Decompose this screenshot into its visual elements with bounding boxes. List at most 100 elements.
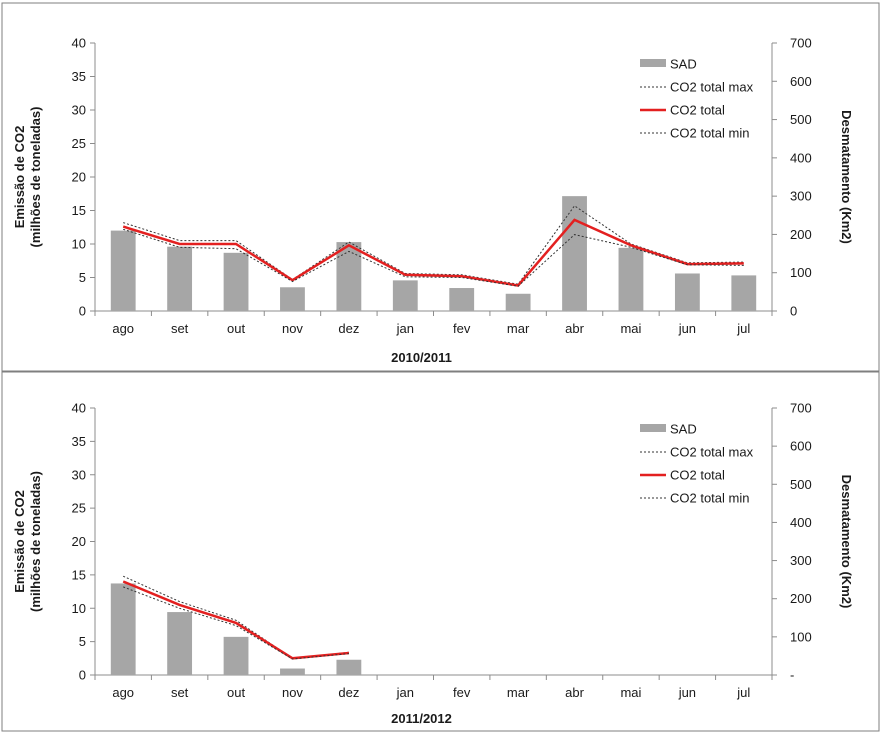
x-tick-label-jun: jun: [678, 321, 696, 336]
left-tick-label: 35: [72, 434, 86, 449]
chart-panel-1: 05101520253035400100200300400500600700ag…: [1, 2, 880, 372]
x-tick-label-set: set: [171, 685, 189, 700]
x-tick-label-jul: jul: [736, 685, 750, 700]
left-tick-label: 25: [72, 501, 86, 516]
legend-label-co2-total: CO2 total: [670, 103, 725, 118]
right-tick-label: 700: [790, 401, 812, 416]
x-tick-label-mai: mai: [620, 321, 641, 336]
legend-label-co2-total-max: CO2 total max: [670, 445, 754, 460]
right-tick-label: 100: [790, 265, 812, 280]
left-tick-label: 15: [72, 567, 86, 582]
x-tick-label-fev: fev: [453, 685, 471, 700]
right-tick-label: 500: [790, 112, 812, 127]
right-tick-label: -: [790, 668, 794, 683]
right-tick-label: 200: [790, 591, 812, 606]
left-tick-label: 40: [72, 36, 86, 51]
x-tick-label-out: out: [227, 321, 245, 336]
x-tick-label-mar: mar: [507, 685, 530, 700]
bar-sad-out: [223, 636, 249, 675]
line-co2-total-min: [123, 228, 744, 287]
right-axis-title: Desmatamento (Km2): [839, 110, 854, 244]
line-co2-total-min: [123, 586, 349, 660]
bar-sad-ago: [110, 583, 136, 675]
left-tick-label: 20: [72, 534, 86, 549]
left-tick-label: 5: [79, 634, 86, 649]
bar-sad-jun: [674, 273, 700, 311]
right-tick-label: 300: [790, 189, 812, 204]
x-tick-label-mai: mai: [620, 685, 641, 700]
legend-label-co2-total: CO2 total: [670, 468, 725, 483]
right-tick-label: 600: [790, 74, 812, 89]
bar-sad-set: [167, 246, 193, 311]
x-tick-label-jan: jan: [396, 685, 414, 700]
left-tick-label: 10: [72, 601, 86, 616]
bar-sad-abr: [562, 196, 587, 311]
line-co2-total: [122, 580, 350, 660]
x-tick-label-abr: abr: [565, 685, 584, 700]
line-co2-total: [122, 218, 744, 287]
right-tick-label: 700: [790, 36, 812, 51]
left-tick-label: 20: [72, 170, 86, 185]
left-tick-label: 40: [72, 401, 86, 416]
left-tick-label: 35: [72, 69, 86, 84]
panel-frame: [1, 2, 880, 372]
panel-frame: [1, 371, 880, 732]
right-tick-label: 600: [790, 439, 812, 454]
x-tick-label-mar: mar: [507, 321, 530, 336]
left-tick-label: 25: [72, 136, 86, 151]
x-tick-label-ago: ago: [112, 321, 134, 336]
left-tick-label: 30: [72, 467, 86, 482]
x-tick-label-dez: dez: [338, 321, 359, 336]
legend-label-sad: SAD: [670, 422, 697, 437]
right-axis-title: Desmatamento (Km2): [839, 475, 854, 609]
bar-sad-set: [167, 612, 193, 675]
x-tick-label-out: out: [227, 685, 245, 700]
bar-sad-jul: [731, 275, 757, 311]
chart-panel-2: 0 5 10 15 20 25 30 35 40 - 100 200 300 400 500 600 700 ag…: [1, 371, 880, 732]
right-tick-label: 400: [790, 515, 812, 530]
bar-sad-ago: [110, 230, 136, 311]
left-axis-title: Emissão de CO2: [12, 490, 27, 593]
bar-sad-dez: [336, 659, 362, 675]
left-axis-title: Emissão de CO2: [12, 126, 27, 229]
x-tick-label-jul: jul: [736, 321, 750, 336]
right-tick-label: 400: [790, 150, 812, 165]
left-tick-label: 10: [72, 237, 86, 252]
x-tick-label-jan: jan: [396, 321, 414, 336]
x-tick-label-jun: jun: [678, 685, 696, 700]
right-tick-label: 300: [790, 553, 812, 568]
bar-sad-mar: [505, 293, 531, 311]
right-tick-label: 100: [790, 629, 812, 644]
left-axis-title-line2: (milhões de toneladas): [28, 107, 43, 248]
legend-label-co2-total-min: CO2 total min: [670, 491, 749, 506]
left-tick-label: 5: [79, 270, 86, 285]
x-tick-label-nov: nov: [282, 321, 303, 336]
bar-sad-mai: [618, 247, 644, 311]
x-tick-label-ago: ago: [112, 685, 134, 700]
bar-sad-nov: [280, 287, 305, 311]
legend-label-sad: SAD: [670, 57, 697, 72]
legend-label-co2-total-min: CO2 total min: [670, 126, 749, 141]
left-tick-label: 30: [72, 103, 86, 118]
left-tick-label: 0: [79, 668, 86, 683]
period-label: 2010/2011: [391, 350, 452, 365]
left-tick-label: 0: [79, 304, 86, 319]
x-tick-label-nov: nov: [282, 685, 303, 700]
left-tick-label: 15: [72, 203, 86, 218]
bar-sad-out: [223, 252, 249, 311]
legend-swatch-sad: [640, 424, 666, 432]
legend-swatch-sad: [640, 59, 666, 67]
left-axis-title-line2: (milhões de toneladas): [28, 471, 43, 612]
bar-sad-nov: [280, 668, 305, 675]
right-tick-label: 0: [790, 304, 797, 319]
bar-sad-fev: [449, 288, 475, 311]
x-tick-label-abr: abr: [565, 321, 584, 336]
x-tick-label-dez: dez: [338, 685, 359, 700]
bar-sad-dez: [336, 242, 362, 311]
bar-sad-jan: [392, 280, 418, 311]
x-tick-label-set: set: [171, 321, 189, 336]
period-label: 2011/2012: [391, 711, 452, 726]
right-tick-label: 200: [790, 227, 812, 242]
